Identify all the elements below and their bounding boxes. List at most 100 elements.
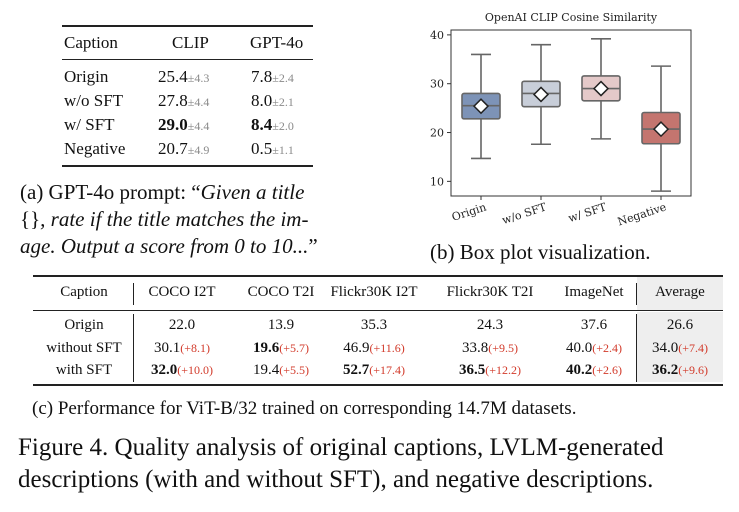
row-caption: Origin (64, 67, 109, 86)
table-c-cell: 26.6 (667, 317, 693, 334)
table-a-row-clip: 20.7±4.9 (158, 139, 209, 159)
cell-value: 34.0 (651, 340, 679, 356)
cell-delta: (+2.4) (592, 341, 623, 355)
table-a-header-gpt4o: GPT-4o (250, 33, 304, 52)
table-a-row-clip: 29.0±4.4 (158, 115, 209, 135)
mean-marker (652, 121, 670, 138)
table-c-header-2: COCO T2I (247, 284, 315, 300)
mean-marker (472, 98, 490, 115)
caption-a-l1-italic: Given a title (200, 180, 305, 204)
table-c-row-caption: Origin (64, 317, 104, 333)
y-tick-label: 20 (430, 127, 444, 140)
cell-value: 36.2 (651, 362, 679, 378)
gpt-sd: ±2.1 (272, 95, 294, 109)
table-a-mid-rule (62, 59, 313, 60)
cell-delta: (+10.0) (177, 363, 214, 377)
table-a-row-clip: 25.4±4.3 (158, 67, 209, 87)
gpt-sd: ±2.4 (272, 71, 294, 85)
table-c-cell: 36.5(+12.2) (459, 362, 521, 379)
table-a-row-gpt: 7.8±2.4 (251, 67, 294, 87)
cell-delta: (+12.2) (485, 363, 522, 377)
table-c-vline-1a (133, 283, 134, 305)
row-caption: w/ SFT (64, 115, 115, 134)
table-a-row-caption: Origin (64, 67, 108, 87)
table-c-header-6: Average (655, 284, 705, 300)
x-tick-label: w/ SFT (567, 200, 609, 225)
table-c-row-caption: with SFT (55, 362, 113, 378)
table-c-cell: 30.1(+8.1) (154, 340, 210, 357)
cell-delta: (+8.1) (180, 341, 211, 355)
cell-value: 24.3 (476, 317, 504, 333)
table-a-row-caption: w/ SFT (64, 115, 115, 135)
table-c-header-3: Flickr30K I2T (330, 284, 418, 300)
table-c-cell: 19.4(+5.5) (253, 362, 309, 379)
row-caption: Negative (64, 139, 126, 158)
table-c-vline-2b (636, 314, 637, 382)
table-c-mid-rule (33, 310, 723, 311)
caption-a-l3-plain: ” (308, 234, 318, 258)
table-a-top-rule (62, 25, 313, 27)
clip-value: 29.0 (158, 115, 188, 134)
cell-delta: (+17.4) (369, 363, 406, 377)
cell-delta: (+9.5) (488, 341, 519, 355)
y-tick-label: 30 (430, 78, 444, 91)
gpt-sd: ±2.0 (272, 119, 294, 133)
table-c-average-header-bg (637, 277, 723, 310)
caption-a-line3: age. Output a score from 0 to 10...” (20, 234, 318, 259)
table-a-bottom-rule (62, 165, 313, 167)
table-a-header-caption: Caption (64, 33, 118, 52)
clip-sd: ±4.4 (187, 95, 210, 109)
clip-sd: ±4.9 (187, 143, 210, 157)
clip-value: 25.4 (158, 67, 188, 86)
clip-value: 20.7 (158, 139, 188, 158)
table-c-header-5: ImageNet (564, 284, 624, 300)
table-c-header-0: Caption (60, 284, 108, 300)
caption-b: (b) Box plot visualization. (430, 240, 651, 264)
table-c-cell: 19.6(+5.7) (253, 340, 309, 357)
figure-caption-line2: descriptions (with and without SFT), and… (18, 466, 654, 493)
table-c-cell: 52.7(+17.4) (343, 362, 405, 379)
x-tick-label: Negative (616, 200, 668, 228)
cell-value: 32.0 (150, 362, 178, 378)
table-c-header-4: Flickr30K T2I (446, 284, 534, 300)
caption-a-l1-plain: (a) GPT-4o prompt: “ (20, 180, 201, 204)
cell-value: 52.7 (342, 362, 370, 378)
cell-value: 19.6 (252, 340, 280, 356)
cell-value: 36.5 (458, 362, 486, 378)
table-c-top-rule (33, 275, 723, 277)
cell-delta: (+5.5) (279, 363, 310, 377)
table-a-row-gpt: 8.0±2.1 (251, 91, 294, 111)
y-tick-label: 10 (430, 175, 444, 188)
table-c-cell: 32.0(+10.0) (151, 362, 213, 379)
cell-value: 46.9 (343, 340, 370, 356)
table-a-row-clip: 27.8±4.4 (158, 91, 209, 111)
y-tick-label: 40 (430, 29, 444, 42)
table-c-cell: 13.9 (268, 317, 294, 334)
cell-delta: (+5.7) (279, 341, 310, 355)
cell-value: 37.6 (580, 317, 608, 333)
table-c-cell: 33.8(+9.5) (462, 340, 518, 357)
cell-delta: (+7.4) (678, 341, 709, 355)
cell-value: 40.0 (565, 340, 593, 356)
cell-value: 30.1 (153, 340, 181, 356)
table-c-cell: 35.3 (361, 317, 387, 334)
table-c-average-body-bg (637, 312, 723, 382)
table-c-cell: 22.0 (169, 317, 195, 334)
cell-value: 33.8 (461, 340, 489, 356)
table-c-cell: 46.9(+11.6) (343, 340, 405, 357)
table-c-row-caption: without SFT (46, 340, 122, 356)
table-a-row-gpt: 8.4±2.0 (251, 115, 294, 135)
table-c-cell: 40.2(+2.6) (566, 362, 622, 379)
caption-a-line2: {}, rate if the title matches the im- (20, 207, 308, 232)
table-c-cell: 40.0(+2.4) (566, 340, 622, 357)
mean-marker (532, 86, 550, 103)
caption-a-line1: (a) GPT-4o prompt: “Given a title (20, 180, 304, 205)
clip-sd: ±4.3 (187, 71, 210, 85)
table-c-vline-1b (133, 314, 134, 382)
table-c-bottom-rule (33, 384, 723, 386)
figure-caption-line1: Figure 4. Quality analysis of original c… (18, 434, 664, 461)
caption-c: (c) Performance for ViT-B/32 trained on … (32, 398, 577, 419)
caption-a-l2-plain: {} (20, 207, 41, 231)
table-c-header-1: COCO I2T (148, 284, 216, 300)
table-a-row-caption: w/o SFT (64, 91, 123, 111)
